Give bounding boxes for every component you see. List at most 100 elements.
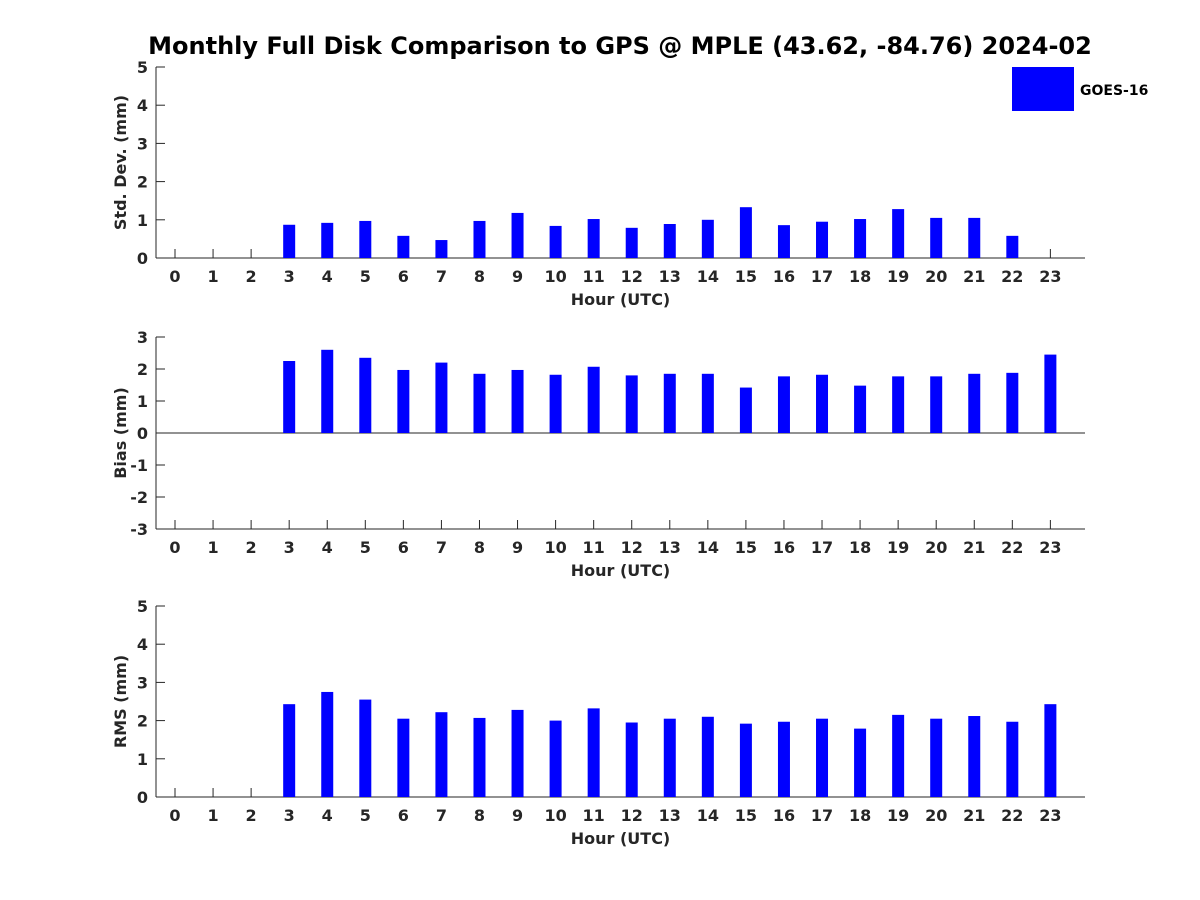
x-tick-label: 1 xyxy=(207,806,218,825)
x-tick-label: 10 xyxy=(544,538,566,557)
x-tick-label: 16 xyxy=(773,267,795,286)
x-tick-label: 22 xyxy=(1001,538,1023,557)
x-tick-label: 5 xyxy=(360,267,371,286)
bar-hour-13 xyxy=(663,718,676,797)
x-tick-label: 3 xyxy=(284,267,295,286)
y-tick-label: -3 xyxy=(130,520,148,539)
x-tick-label: 11 xyxy=(583,806,605,825)
bar-hour-20 xyxy=(930,376,943,433)
x-tick-label: 19 xyxy=(887,267,909,286)
bar-hour-14 xyxy=(701,716,714,797)
bar-hour-10 xyxy=(549,720,562,797)
x-tick-label: 4 xyxy=(322,267,333,286)
x-tick-label: 11 xyxy=(583,267,605,286)
x-tick-label: 0 xyxy=(169,806,180,825)
y-tick-label: 2 xyxy=(137,712,148,731)
x-tick-label: 14 xyxy=(697,267,719,286)
x-tick-label: 22 xyxy=(1001,806,1023,825)
x-tick-label: 13 xyxy=(659,267,681,286)
x-tick-label: 12 xyxy=(621,538,643,557)
x-tick-label: 7 xyxy=(436,538,447,557)
y-tick-label: 5 xyxy=(137,58,148,77)
x-tick-label: 13 xyxy=(659,538,681,557)
x-axis-label: Hour (UTC) xyxy=(571,561,671,580)
x-tick-label: 7 xyxy=(436,267,447,286)
bar-hour-8 xyxy=(473,717,486,797)
bar-hour-15 xyxy=(739,723,752,797)
x-tick-label: 0 xyxy=(169,538,180,557)
x-tick-label: 17 xyxy=(811,538,833,557)
bar-hour-7 xyxy=(435,362,448,433)
bar-hour-18 xyxy=(854,385,867,433)
bar-hour-9 xyxy=(511,212,524,258)
y-tick-label: 1 xyxy=(137,750,148,769)
x-tick-label: 20 xyxy=(925,806,947,825)
bar-hour-11 xyxy=(587,219,600,258)
x-tick-label: 9 xyxy=(512,267,523,286)
y-tick-label: 0 xyxy=(137,424,148,443)
x-tick-label: 16 xyxy=(773,538,795,557)
y-tick-label: 2 xyxy=(137,360,148,379)
x-tick-label: 10 xyxy=(544,806,566,825)
bar-hour-6 xyxy=(397,369,410,433)
chart-title: Monthly Full Disk Comparison to GPS @ MP… xyxy=(148,32,1092,60)
bar-hour-20 xyxy=(930,718,943,797)
x-tick-label: 15 xyxy=(735,267,757,286)
bar-hour-3 xyxy=(283,704,296,797)
bar-hour-5 xyxy=(359,220,372,258)
bar-hour-5 xyxy=(359,357,372,433)
x-tick-label: 21 xyxy=(963,806,985,825)
x-tick-label: 15 xyxy=(735,806,757,825)
x-tick-label: 21 xyxy=(963,267,985,286)
bar-hour-9 xyxy=(511,709,524,797)
x-tick-label: 14 xyxy=(697,538,719,557)
y-tick-label: 1 xyxy=(137,211,148,230)
bar-hour-9 xyxy=(511,369,524,433)
bar-hour-7 xyxy=(435,240,448,258)
y-tick-label: 0 xyxy=(137,249,148,268)
y-axis-label: Std. Dev. (mm) xyxy=(111,95,130,230)
y-tick-label: 1 xyxy=(137,392,148,411)
x-tick-label: 7 xyxy=(436,806,447,825)
x-tick-label: 18 xyxy=(849,267,871,286)
x-tick-label: 19 xyxy=(887,806,909,825)
x-tick-label: 2 xyxy=(246,267,257,286)
x-tick-label: 1 xyxy=(207,267,218,286)
bar-hour-8 xyxy=(473,220,486,258)
x-tick-label: 2 xyxy=(246,806,257,825)
bar-hour-12 xyxy=(625,722,638,797)
x-tick-label: 6 xyxy=(398,267,409,286)
x-tick-label: 20 xyxy=(925,538,947,557)
x-tick-label: 23 xyxy=(1039,267,1061,286)
bar-hour-8 xyxy=(473,373,486,433)
y-tick-label: 5 xyxy=(137,597,148,616)
x-tick-label: 20 xyxy=(925,267,947,286)
bar-hour-22 xyxy=(1006,372,1019,433)
bar-hour-19 xyxy=(892,376,905,433)
bar-hour-3 xyxy=(283,224,296,258)
x-tick-label: 1 xyxy=(207,538,218,557)
y-tick-label: 2 xyxy=(137,173,148,192)
x-tick-label: 5 xyxy=(360,538,371,557)
x-tick-label: 15 xyxy=(735,538,757,557)
bar-hour-4 xyxy=(321,222,334,258)
x-tick-label: 17 xyxy=(811,267,833,286)
x-tick-label: 9 xyxy=(512,806,523,825)
x-tick-label: 11 xyxy=(583,538,605,557)
bar-hour-4 xyxy=(321,349,334,433)
x-tick-label: 8 xyxy=(474,806,485,825)
bar-hour-21 xyxy=(968,373,981,433)
bar-hour-11 xyxy=(587,708,600,797)
x-tick-label: 16 xyxy=(773,806,795,825)
bar-hour-7 xyxy=(435,712,448,797)
x-tick-label: 17 xyxy=(811,806,833,825)
bar-hour-13 xyxy=(663,224,676,258)
x-tick-label: 4 xyxy=(322,538,333,557)
bar-hour-16 xyxy=(777,225,790,258)
bar-hour-5 xyxy=(359,699,372,797)
bar-hour-12 xyxy=(625,375,638,433)
x-tick-label: 3 xyxy=(284,538,295,557)
bar-hour-16 xyxy=(777,721,790,797)
y-axis-label: RMS (mm) xyxy=(111,655,130,748)
